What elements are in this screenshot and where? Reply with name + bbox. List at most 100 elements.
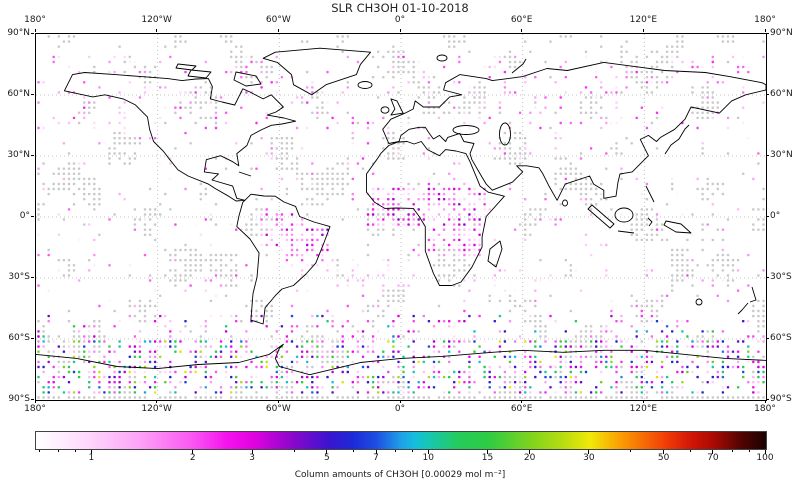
y-tick-label-left: 90°N [7,28,30,38]
coast-novaya-zemlya [511,58,527,74]
colorbar-tick-label: 1 [88,453,95,463]
coast-new-zealand [737,286,757,315]
colorbar-tick [192,450,194,454]
coast-antarctica [36,343,766,376]
y-tick-label-right: 30°S [770,272,792,282]
colorbar-tick [749,450,751,452]
y-tick-label-right: 30°N [770,150,793,160]
x-tick-top [34,29,36,32]
data-dots [37,35,765,399]
coast-java [617,230,635,234]
x-tick-bottom [156,400,158,403]
colorbar-tick-label: 30 [583,453,595,463]
coast-svalbard [436,54,448,62]
colorbar-tick [529,450,531,454]
colorbar-tick-label: 10 [422,453,434,463]
map-canvas [36,34,766,400]
coast-sulawesi [647,217,653,227]
colorbar-tick-label: 20 [523,453,536,463]
colorbar-tick [352,450,354,452]
coast-cuba [238,171,252,177]
colorbar-tick [251,450,253,454]
y-tick-label-left: 30°S [8,272,30,282]
colorbar-tick [412,450,414,452]
coast-japan [664,124,690,155]
colorbar-tick [326,450,328,454]
x-tick-label-top: 120°W [141,15,172,25]
grid-lines [36,34,766,400]
coast-south-america [236,193,331,325]
y-tick-right [766,276,769,278]
x-tick-label-bottom: 180° [24,404,46,414]
x-tick-top [642,29,644,32]
colorbar-tick [90,450,92,454]
colorbar-tick-label: 15 [481,453,494,463]
colorbar-tick [731,450,733,452]
colorbar-tick-label: 100 [756,453,774,463]
y-tick-right [766,93,769,95]
x-tick-label-top: 60°E [510,15,533,25]
colorbar-tick-label: 7 [373,453,379,463]
coast-borneo [614,207,634,223]
x-tick-top [399,29,401,32]
y-tick-left [31,337,34,339]
coast-africa [366,141,505,286]
coast-philippines [645,185,655,203]
colorbar-tick [58,450,60,452]
y-tick-label-right: 60°S [770,333,792,343]
x-tick-label-top: 0° [394,15,406,25]
colorbar-tick-label: 70 [707,453,719,463]
x-tick-label-bottom: 0° [394,404,406,414]
y-tick-right [766,398,769,400]
colorbar-tick [75,450,77,452]
y-tick-label-right: 0° [770,211,781,221]
colorbar-label: Column amounts of CH3OH [0.00029 mol m⁻²… [294,470,506,480]
coast-britain [390,98,404,116]
y-tick-right [766,215,769,217]
coast-arctic-islands [175,63,262,87]
x-tick-label-bottom: 120°E [629,404,658,414]
x-tick-label-top: 180° [754,15,776,25]
colorbar-tick-label: 3 [249,453,255,463]
y-tick-label-left: 90°S [8,394,30,404]
colorbar-tick-label: 50 [657,453,670,463]
x-tick-top [156,29,158,32]
y-tick-right [766,32,769,34]
world-map-plot-area [35,33,767,401]
colorbar-tick [663,450,665,454]
coast-tasmania [695,298,703,306]
y-tick-left [31,93,34,95]
x-tick-label-bottom: 180° [754,404,776,414]
x-tick-top [764,29,766,32]
coast-caspian-sea [499,122,511,146]
x-tick-bottom [521,400,523,403]
colorbar-tick [487,450,488,454]
x-tick-bottom [277,400,279,403]
y-tick-left [31,154,34,156]
colorbar-tick [375,450,377,454]
coast-greenland [262,47,372,96]
y-tick-label-left: 60°N [7,89,30,99]
colorbar-tick [38,450,40,452]
y-tick-label-right: 60°N [770,89,793,99]
coast-eurasia [382,61,766,201]
y-tick-left [31,215,34,217]
y-tick-label-left: 60°S [8,333,30,343]
coast-north-america [63,72,297,202]
y-tick-label-left: 0° [19,211,30,221]
colorbar-tick [395,450,397,452]
colorbar-tick [293,450,295,452]
x-tick-bottom [34,400,36,403]
y-tick-right [766,337,769,339]
colorbar-tick [588,450,590,454]
colorbar-tick [764,450,766,454]
coastlines [36,47,766,376]
x-tick-top [521,29,523,32]
x-tick-label-bottom: 60°E [510,404,533,414]
colorbar-gradient [35,431,767,450]
colorbar-tick [630,450,632,452]
x-tick-bottom [764,400,766,403]
colorbar-tick [689,450,691,452]
colorbar-tick-label: 2 [189,453,196,463]
